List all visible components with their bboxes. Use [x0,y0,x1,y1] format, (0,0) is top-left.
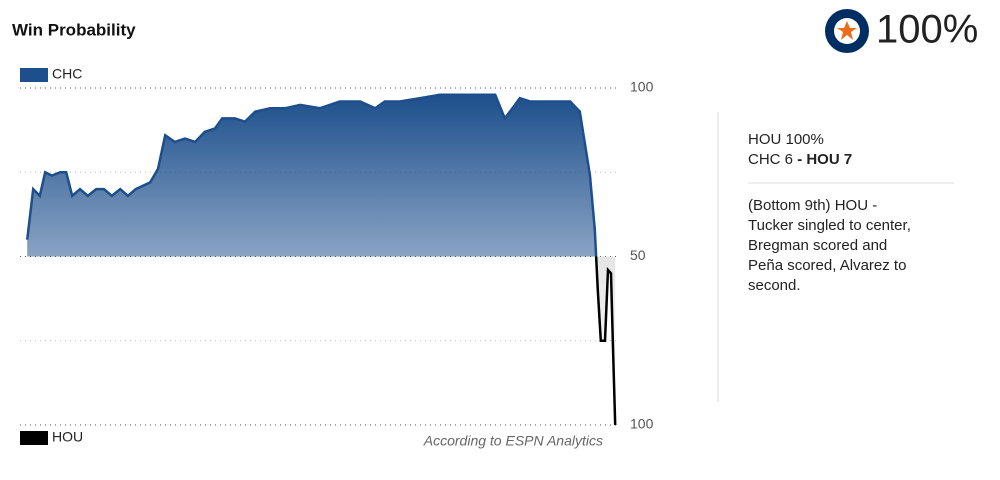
play-description: Peña scored, Alvarez to [748,257,906,274]
play-description: (Bottom 9th) HOU - [748,197,877,214]
team-logo [825,9,869,53]
y-tick-label: 100 [630,79,654,95]
legend-label: CHC [52,66,82,82]
home-score: - HOU 7 [797,151,852,168]
y-tick-label: 100 [630,416,654,432]
summary-score: CHC 6 - HOU 7 [748,151,852,168]
line-chc [25,93,598,257]
legend-swatch [20,431,48,445]
play-description: Tucker singled to center, [748,217,911,234]
legend-label: HOU [52,429,83,445]
play-description: Bregman scored and [748,237,887,254]
away-score: CHC 6 [748,151,793,168]
source-note: According to ESPN Analytics [423,433,603,449]
play-description: second. [748,277,801,294]
area-chc [27,94,616,257]
legend-swatch [20,68,48,82]
y-tick-label: 50 [630,247,646,263]
summary-probability: HOU 100% [748,131,824,148]
win-probability-value: 100% [876,8,978,52]
chart-title: Win Probability [12,20,136,39]
